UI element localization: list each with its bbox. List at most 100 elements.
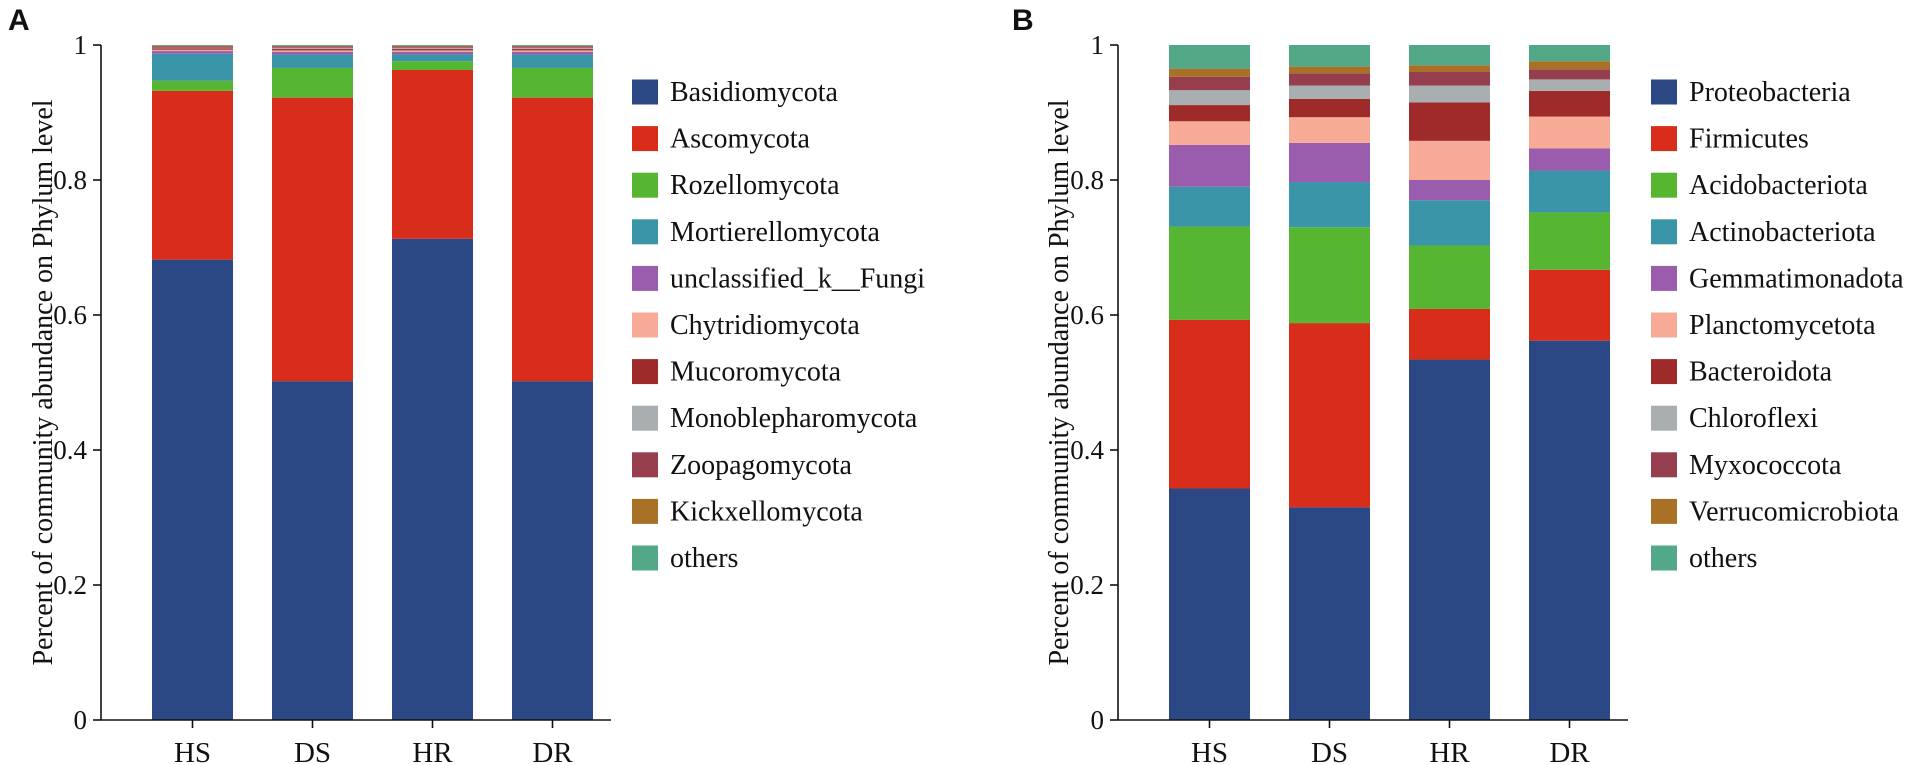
bar-segment-hr-mortierellomycota	[392, 54, 473, 62]
bar-segment-hr-gemmatimonadota	[1409, 180, 1490, 201]
x-tick-label-hr: HR	[412, 737, 453, 765]
panel-a: A HS DS HR DR 0 0.2 0.4 0.6 0.8 1 Percent of commun…	[8, 4, 925, 765]
y-tick-label: 0	[1091, 705, 1105, 735]
bar-segment-dr-others	[512, 45, 593, 46]
bar-segment-hr-chytridiomycota	[392, 50, 473, 52]
legend-swatch-basidiomycota	[632, 79, 658, 105]
legend-label-firmicutes: Firmicutes	[1689, 124, 1809, 155]
bar-segment-ds-actinobacteriota	[1289, 182, 1370, 228]
bar-segment-ds-others	[272, 45, 353, 46]
legend-label-basidiomycota: Basidiomycota	[670, 77, 839, 108]
y-tick-label: 0.6	[1070, 300, 1104, 330]
bar-segment-ds-planctomycetota	[1289, 117, 1370, 143]
bar-segment-ds-ascomycota	[272, 97, 353, 382]
bar-segment-dr-proteobacteria	[1529, 340, 1610, 720]
bar-segment-ds-rozellomycota	[272, 67, 353, 98]
bar-segment-hr-verrucomicrobiota	[1409, 65, 1490, 72]
legend-swatch-mortierellomycota	[632, 219, 658, 245]
bar-segment-hs-myxococcota	[1169, 76, 1250, 91]
bar-segment-hs-actinobacteriota	[1169, 186, 1250, 227]
bar-segment-hs-mucoromycota	[152, 48, 233, 50]
bar-segment-hs-gemmatimonadota	[1169, 144, 1250, 187]
legend-label-rozellomycota: Rozellomycota	[670, 170, 840, 201]
legend-label-others: others	[670, 543, 738, 574]
legend-swatch-firmicutes	[1651, 126, 1677, 152]
bar-segment-hr-unclassified-k-fungi	[392, 51, 473, 55]
bar-segment-hs-firmicutes	[1169, 319, 1250, 489]
bar-segment-hr-myxococcota	[1409, 72, 1490, 86]
bar-segment-hs-planctomycetota	[1169, 121, 1250, 145]
y-tick-label: 0.4	[53, 435, 87, 465]
x-tick-label-ds: DS	[294, 737, 331, 765]
x-tick-label-hr: HR	[1429, 737, 1470, 765]
bar-segment-hs-acidobacteriota	[1169, 226, 1250, 320]
x-tick-label-hs: HS	[174, 737, 211, 765]
bar-segment-hs-mortierellomycota	[152, 53, 233, 81]
bar-segment-ds-proteobacteria	[1289, 507, 1370, 720]
bar-segment-hs-kickxellomycota	[152, 45, 233, 47]
legend-label-monoblepharomycota: Monoblepharomycota	[670, 403, 918, 434]
bar-segment-hr-acidobacteriota	[1409, 245, 1490, 309]
y-tick-label: 1	[74, 30, 88, 60]
legend-label-ascomycota: Ascomycota	[670, 124, 811, 155]
bar-segment-hr-others	[1409, 45, 1490, 66]
bar-segment-dr-mortierellomycota	[512, 54, 593, 68]
legend-label-chloroflexi: Chloroflexi	[1689, 403, 1818, 434]
bar-segment-hr-mucoromycota	[392, 49, 473, 51]
bar-segment-ds-chytridiomycota	[272, 50, 353, 52]
bar-segment-dr-chytridiomycota	[512, 50, 593, 52]
bar-segment-ds-bacteroidota	[1289, 99, 1370, 118]
bar-segment-dr-verrucomicrobiota	[1529, 61, 1610, 70]
bar-segment-hs-monoblepharomycota	[152, 47, 233, 49]
panel-b: B HS DS HR DR 0 0.2 0.4 0.6 0.8 1 Percent of commun…	[1012, 4, 1904, 765]
bar-segment-hs-unclassified-k-fungi	[152, 51, 233, 54]
legend-swatch-others	[632, 545, 658, 571]
legend-swatch-zoopagomycota	[632, 452, 658, 478]
legend-label-verrucomicrobiota: Verrucomicrobiota	[1689, 496, 1899, 527]
bar-segment-hr-ascomycota	[392, 69, 473, 239]
bar-segment-ds-myxococcota	[1289, 73, 1370, 86]
bar-segment-ds-kickxellomycota	[272, 45, 353, 47]
bar-segment-hs-chloroflexi	[1169, 90, 1250, 106]
legend-swatch-verrucomicrobiota	[1651, 498, 1677, 524]
legend-label-others: others	[1689, 543, 1757, 574]
bar-segment-hr-zoopagomycota	[392, 46, 473, 48]
legend-label-chytridiomycota: Chytridiomycota	[670, 310, 860, 341]
bar-segment-hs-chytridiomycota	[152, 49, 233, 52]
bar-segment-dr-kickxellomycota	[512, 45, 593, 47]
bar-segment-hs-zoopagomycota	[152, 46, 233, 48]
bar-segment-hr-firmicutes	[1409, 308, 1490, 360]
legend-label-mortierellomycota: Mortierellomycota	[670, 217, 881, 248]
bar-segment-dr-basidiomycota	[512, 381, 593, 720]
bar-segment-ds-gemmatimonadota	[1289, 142, 1370, 183]
legend-swatch-gemmatimonadota	[1651, 265, 1677, 291]
bar-segment-dr-mucoromycota	[512, 49, 593, 51]
bar-segment-hs-verrucomicrobiota	[1169, 68, 1250, 77]
bar-segment-hs-proteobacteria	[1169, 488, 1250, 720]
legend-label-planctomycetota: Planctomycetota	[1689, 310, 1876, 341]
y-tick-label: 0.8	[1070, 165, 1104, 195]
legend-swatch-actinobacteriota	[1651, 219, 1677, 245]
legend-label-mucoromycota: Mucoromycota	[670, 357, 842, 388]
x-tick-label-dr: DR	[1549, 737, 1590, 765]
bar-segment-dr-chloroflexi	[1529, 79, 1610, 91]
legend-label-unclassified-k-fungi: unclassified_k__Fungi	[670, 263, 925, 294]
y-tick-label: 0.4	[1070, 435, 1104, 465]
legend-swatch-proteobacteria	[1651, 79, 1677, 105]
bar-segment-dr-unclassified-k-fungi	[512, 51, 593, 55]
legend-label-actinobacteriota: Actinobacteriota	[1689, 217, 1876, 248]
bar-segment-hr-planctomycetota	[1409, 140, 1490, 180]
legend-swatch-acidobacteriota	[1651, 172, 1677, 198]
bar-segment-hr-actinobacteriota	[1409, 200, 1490, 246]
bar-segment-hs-bacteroidota	[1169, 105, 1250, 122]
legend-swatch-ascomycota	[632, 126, 658, 152]
bar-segment-dr-monoblepharomycota	[512, 47, 593, 50]
y-tick-label: 0.2	[1070, 570, 1104, 600]
legend-swatch-mucoromycota	[632, 359, 658, 385]
y-tick-label: 1	[1091, 30, 1105, 60]
bar-segment-hr-rozellomycota	[392, 61, 473, 70]
bar-segment-ds-verrucomicrobiota	[1289, 66, 1370, 74]
bar-segment-hr-proteobacteria	[1409, 359, 1490, 720]
bar-segment-dr-acidobacteriota	[1529, 212, 1610, 270]
bar-segment-dr-planctomycetota	[1529, 116, 1610, 149]
